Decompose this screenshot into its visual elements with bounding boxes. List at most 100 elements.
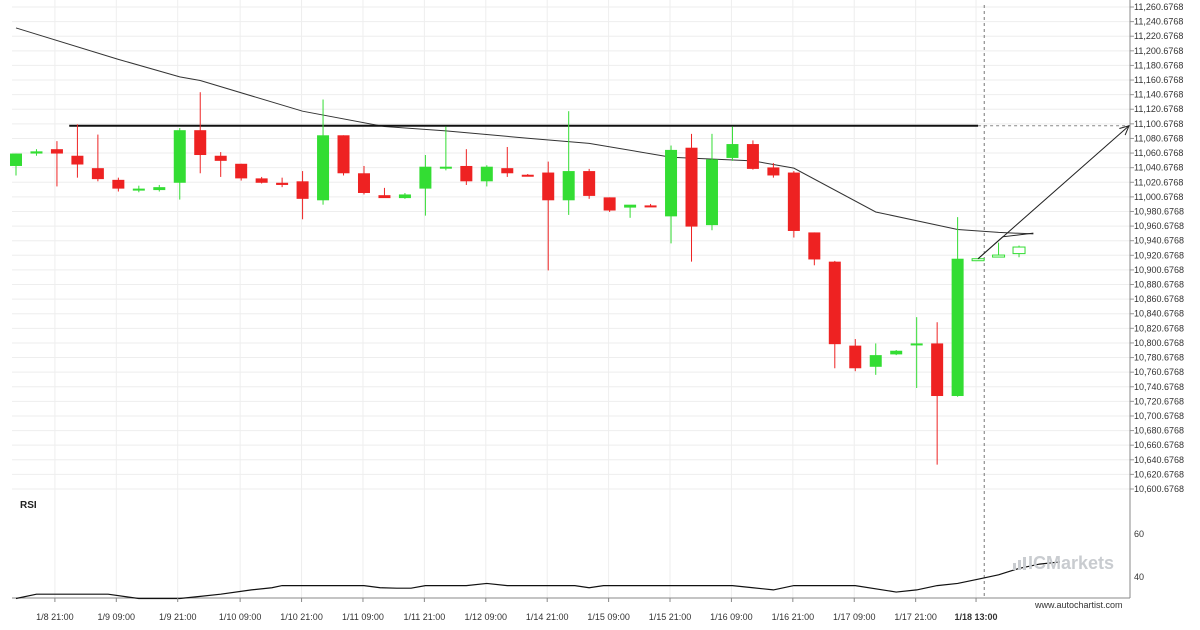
y-tick-label: 11,080.6768 xyxy=(1134,133,1183,143)
candle-body xyxy=(992,254,1006,258)
candle-body xyxy=(112,179,125,189)
candle-body xyxy=(337,135,350,174)
candle-body xyxy=(71,155,84,165)
candle-body xyxy=(132,188,145,191)
candle-body xyxy=(501,168,514,174)
candle xyxy=(194,92,207,174)
candle xyxy=(71,124,84,178)
candle xyxy=(562,111,575,215)
candle xyxy=(439,126,452,171)
rsi-line xyxy=(15,561,1061,600)
x-tick-label: 1/11 21:00 xyxy=(403,612,445,622)
rsi-tick-label: 40 xyxy=(1134,572,1144,582)
candle xyxy=(153,184,166,192)
candle-body xyxy=(726,144,739,158)
candle xyxy=(890,350,903,356)
candle xyxy=(132,185,145,193)
y-tick-label: 10,780.6768 xyxy=(1134,353,1184,363)
y-tick-label: 10,760.6768 xyxy=(1134,367,1184,377)
y-tick-label: 11,020.6768 xyxy=(1134,177,1183,187)
candle xyxy=(30,149,43,156)
candle-body xyxy=(665,149,678,217)
candle-body xyxy=(398,194,411,199)
y-tick-label: 11,000.6768 xyxy=(1134,192,1183,202)
candle-body xyxy=(480,166,493,182)
candle xyxy=(910,317,923,388)
candle-body xyxy=(951,258,964,397)
candle xyxy=(10,153,22,176)
candle xyxy=(521,174,534,177)
candle xyxy=(603,197,616,212)
candle xyxy=(214,152,227,177)
candle xyxy=(869,343,882,375)
candle xyxy=(235,163,248,181)
icmarkets-logo-icon xyxy=(1013,557,1026,570)
y-tick-label: 10,900.6768 xyxy=(1134,265,1184,275)
broker-watermark: ICMarkets xyxy=(1028,553,1114,573)
y-tick-label: 11,100.6768 xyxy=(1134,119,1183,129)
candle xyxy=(705,133,718,231)
candle xyxy=(357,165,370,195)
candle-body xyxy=(869,355,882,367)
candle-body xyxy=(931,343,944,397)
x-tick-label: 1/12 09:00 xyxy=(465,612,508,622)
x-tick-label: 1/8 21:00 xyxy=(36,612,74,622)
candle xyxy=(276,177,289,188)
candle-body xyxy=(746,144,759,169)
candle-body xyxy=(296,181,309,199)
candle-body xyxy=(194,130,207,156)
candle-body xyxy=(562,171,575,201)
projection-arrowhead-icon xyxy=(1119,125,1130,136)
candle xyxy=(91,134,104,182)
y-tick-label: 10,680.6768 xyxy=(1134,426,1184,436)
x-tick-label: 1/11 09:00 xyxy=(342,612,384,622)
y-tick-label: 11,160.6768 xyxy=(1134,75,1183,85)
x-tick-label: 1/17 21:00 xyxy=(894,612,937,622)
x-tick-label: 1/9 09:00 xyxy=(98,612,136,622)
x-tick-label: 1/10 21:00 xyxy=(280,612,323,622)
candle xyxy=(317,99,330,205)
candle-body xyxy=(30,151,43,154)
candle xyxy=(255,176,268,184)
y-tick-label: 10,740.6768 xyxy=(1134,382,1184,392)
candle-body xyxy=(808,232,821,260)
candle-body xyxy=(357,173,370,193)
y-tick-label: 10,800.6768 xyxy=(1134,338,1184,348)
time-axis: 1/8 21:00 1/9 09:00 1/9 21:00 1/10 09:00 1/1… xyxy=(36,598,998,622)
candle xyxy=(644,203,657,208)
candle xyxy=(50,141,63,187)
candle xyxy=(624,204,637,218)
candle-body xyxy=(624,204,637,208)
candle xyxy=(296,171,309,220)
price-axis: 11,260.6768 11,240.6768 11,220.6768 11,200.… xyxy=(12,0,1184,599)
branding: ICMarkets www.autochartist.com xyxy=(1013,553,1123,610)
candle xyxy=(583,168,596,199)
candle xyxy=(828,260,841,369)
y-tick-label: 10,960.6768 xyxy=(1134,221,1184,231)
candle xyxy=(726,126,739,161)
candle-body xyxy=(583,171,596,196)
y-tick-label: 11,180.6768 xyxy=(1134,60,1183,70)
candle-body xyxy=(521,174,534,177)
candle xyxy=(542,161,555,271)
x-tick-label: 1/18 13:00 xyxy=(955,612,998,622)
y-tick-label: 10,920.6768 xyxy=(1134,250,1184,260)
candle xyxy=(685,133,698,262)
candle xyxy=(460,149,473,185)
y-tick-label: 10,620.6768 xyxy=(1134,469,1184,479)
candle-body xyxy=(378,195,391,199)
candle-body xyxy=(50,149,63,154)
candle-body xyxy=(255,178,268,183)
candle xyxy=(849,339,862,372)
candle xyxy=(767,163,780,178)
y-tick-label: 10,660.6768 xyxy=(1134,440,1184,450)
y-tick-label: 11,120.6768 xyxy=(1134,104,1183,114)
candle xyxy=(951,217,964,397)
candle xyxy=(419,155,432,216)
candle xyxy=(337,135,350,176)
candle-body xyxy=(705,159,718,226)
candle xyxy=(808,232,821,266)
candle-body xyxy=(971,258,985,262)
candle-body xyxy=(828,261,841,345)
